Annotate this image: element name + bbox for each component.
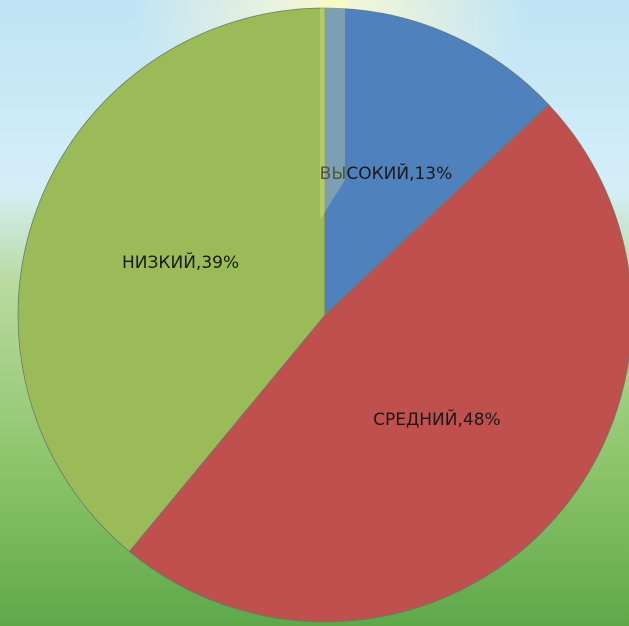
chart: ВЫСОКИЙ,13%СРЕДНИЙ,48%НИЗКИЙ,39% <box>0 0 629 626</box>
page: {"chart_data": {"type": "pie", "values":… <box>0 0 629 626</box>
data-label: НИЗКИЙ,39% <box>122 251 239 273</box>
data-label: СРЕДНИЙ,48% <box>373 408 501 430</box>
